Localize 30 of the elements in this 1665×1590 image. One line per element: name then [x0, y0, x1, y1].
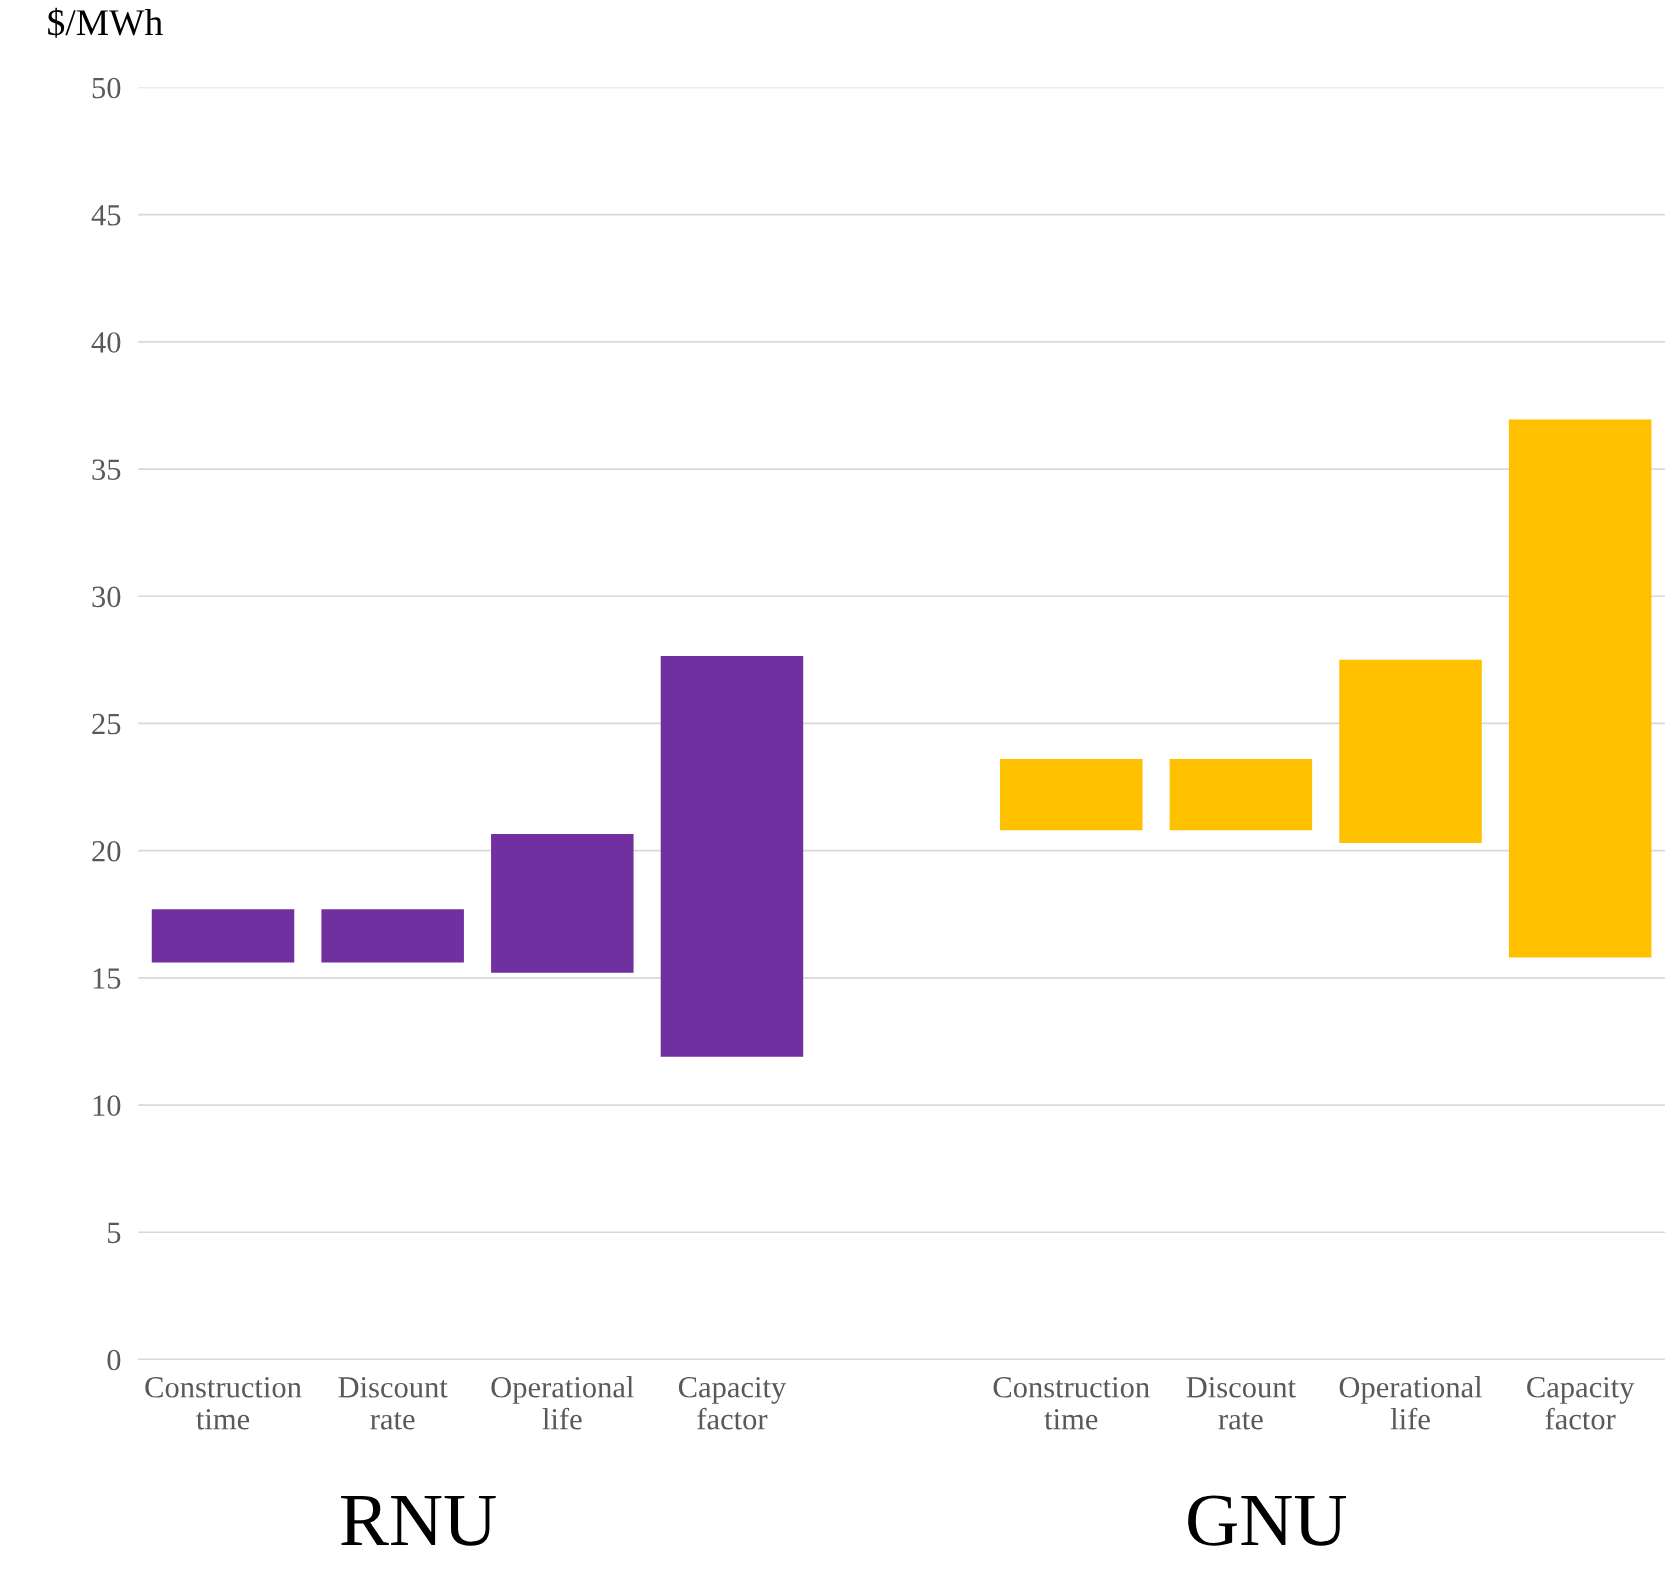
x-tick-label: Operational life — [491, 1376, 634, 1430]
y-tick-label: 25 — [92, 713, 121, 735]
y-tick-label: 30 — [92, 586, 121, 608]
y-tick-label: 10 — [93, 1095, 121, 1116]
bar — [999, 759, 1143, 831]
bar — [151, 909, 295, 963]
bar — [491, 834, 634, 973]
bar — [1339, 659, 1482, 844]
x-tick-label: Operational life — [1339, 1376, 1483, 1430]
y-tick-label: 40 — [91, 332, 121, 353]
y-tick-label: 50 — [92, 77, 121, 99]
y-tick-label: 35 — [92, 459, 121, 480]
y-tick-label: 45 — [91, 205, 121, 226]
bar — [321, 909, 464, 963]
x-tick-label: Construction time — [145, 1377, 302, 1430]
x-tick-label: Discount rate — [338, 1377, 448, 1430]
bar — [1508, 419, 1652, 958]
text: RNU — [341, 1495, 496, 1546]
bar — [660, 656, 804, 1057]
y-tick-label: 15 — [93, 968, 121, 989]
y-axis-title: $/MWh — [48, 7, 163, 38]
bar — [1169, 759, 1313, 831]
x-tick-label: Capacity factor — [1527, 1377, 1635, 1430]
text: GNU — [1188, 1495, 1347, 1546]
x-tick-label: Discount rate — [1186, 1377, 1296, 1430]
y-tick-label: 5 — [108, 1222, 121, 1244]
x-tick-label: Capacity factor — [678, 1377, 787, 1430]
x-tick-label: Construction time — [993, 1377, 1150, 1430]
y-tick-label: 0 — [107, 1349, 121, 1371]
y-tick-label: 20 — [92, 840, 121, 862]
